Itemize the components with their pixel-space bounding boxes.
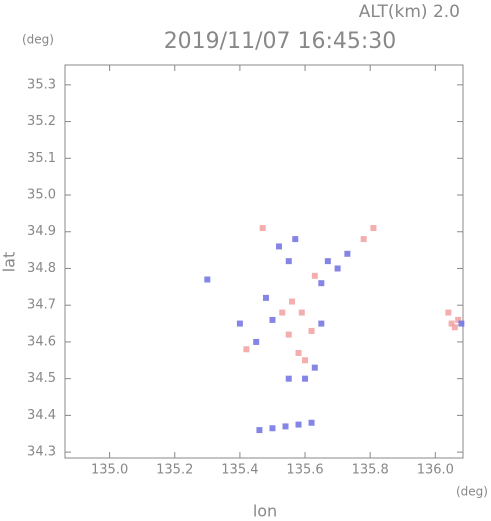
echo-point <box>269 316 276 323</box>
echo-point <box>275 243 282 250</box>
echo-point <box>269 425 276 432</box>
x-tick-label: 135.0 <box>91 463 128 478</box>
echo-point <box>360 236 367 243</box>
echo-point <box>308 327 315 334</box>
echo-point <box>285 258 292 265</box>
echo-point <box>311 364 318 371</box>
echo-point <box>204 276 211 283</box>
echo-point <box>334 265 341 272</box>
echo-point <box>262 294 269 301</box>
echo-point <box>253 338 260 345</box>
echo-point <box>289 298 296 305</box>
y-tick-label: 35.0 <box>27 188 56 203</box>
echo-point <box>318 320 325 327</box>
y-tick-label: 35.1 <box>27 151 56 166</box>
echo-point <box>295 349 302 356</box>
x-unit: (deg) <box>456 485 488 499</box>
echo-point <box>455 316 462 323</box>
echo-point <box>302 357 309 364</box>
echo-point <box>295 421 302 428</box>
x-tick-label: 136.0 <box>417 463 454 478</box>
y-tick-label: 35.2 <box>27 114 56 129</box>
x-tick-label: 135.4 <box>221 463 258 478</box>
chart-subtitle: ALT(km) 2.0 <box>359 2 460 22</box>
x-tick-label: 135.6 <box>286 463 323 478</box>
echo-point <box>445 309 452 316</box>
y-tick-label: 35.3 <box>27 77 56 92</box>
y-tick-label: 34.7 <box>27 298 56 313</box>
y-tick-label: 34.5 <box>27 371 56 386</box>
echo-point <box>448 320 455 327</box>
y-tick-label: 34.6 <box>27 334 56 349</box>
echo-point <box>324 258 331 265</box>
echo-point <box>285 375 292 382</box>
plot-frame <box>64 64 464 459</box>
echo-point <box>344 250 351 257</box>
y-tick-label: 34.8 <box>27 261 56 276</box>
echo-point <box>285 331 292 338</box>
echo-point <box>236 320 243 327</box>
x-tick-label: 135.2 <box>156 463 193 478</box>
echo-point <box>311 272 318 279</box>
echo-point <box>243 346 250 353</box>
echo-point <box>451 324 458 331</box>
y-tick-label: 34.4 <box>27 408 56 423</box>
echo-point <box>256 427 263 434</box>
y-tick-label: 34.3 <box>27 445 56 460</box>
echo-point <box>292 236 299 243</box>
chart-title: 2019/11/07 16:45:30 <box>164 29 397 54</box>
echo-point <box>302 375 309 382</box>
y-unit: (deg) <box>22 33 54 47</box>
echo-point <box>370 225 377 232</box>
x-axis-label: lon <box>253 502 277 521</box>
x-tick-label: 135.8 <box>352 463 389 478</box>
echo-point <box>458 320 465 327</box>
echo-point <box>298 309 305 316</box>
echo-point <box>318 280 325 287</box>
y-tick-label: 34.9 <box>27 224 56 239</box>
echo-point <box>259 225 266 232</box>
echo-point <box>308 419 315 426</box>
echo-point <box>282 423 289 430</box>
y-axis-label: lat <box>0 252 19 273</box>
echo-point <box>279 309 286 316</box>
